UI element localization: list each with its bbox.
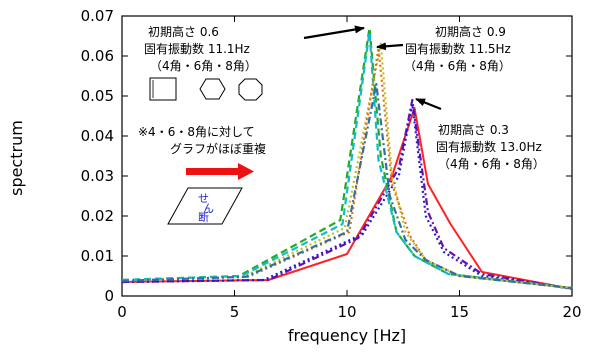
y-tick-label: 0.07 bbox=[81, 7, 114, 25]
octagon-shape-icon bbox=[238, 78, 263, 101]
y-tick-label: 0.02 bbox=[81, 207, 114, 225]
annotation-1-line-2: 固有振動数 11.1Hz bbox=[144, 41, 250, 56]
y-axis-label: spectrum bbox=[7, 120, 26, 196]
annotation-2-line-3: （4角・6角・8角） bbox=[404, 59, 511, 73]
series-line-1 bbox=[121, 107, 573, 290]
y-tick-label: 0.03 bbox=[81, 167, 114, 185]
series-line-6 bbox=[121, 42, 573, 290]
remark-line-2: グラフがほぼ重複 bbox=[170, 141, 266, 156]
y-tick-label: 0 bbox=[104, 287, 114, 305]
x-axis-label: frequency [Hz] bbox=[288, 326, 406, 345]
x-tick-label: 0 bbox=[117, 303, 127, 321]
x-tick-label: 20 bbox=[562, 303, 581, 321]
annotation-2-line-1: 初期高さ 0.9 bbox=[435, 24, 506, 39]
arrow-to-peak-1 bbox=[303, 25, 365, 40]
annotation-1-line-3: （4角・6角・8角） bbox=[150, 59, 257, 73]
arrow-to-peak-3 bbox=[415, 97, 442, 111]
y-tick-label: 0.04 bbox=[81, 127, 114, 145]
series-line-8 bbox=[121, 82, 573, 290]
x-tick-label: 10 bbox=[337, 303, 356, 321]
x-tick-label: 15 bbox=[450, 303, 469, 321]
x-tick-label: 5 bbox=[230, 303, 240, 321]
square-shape-icon bbox=[149, 77, 177, 101]
y-tick-label: 0.01 bbox=[81, 247, 114, 265]
shear-label-char-3: 断 bbox=[198, 210, 209, 224]
hexagon-shape-icon bbox=[199, 78, 226, 100]
remark-line-1: ※4・6・8角に対して bbox=[138, 125, 255, 139]
annotation-1-line-1: 初期高さ 0.6 bbox=[148, 24, 219, 39]
y-tick-label: 0.06 bbox=[81, 47, 114, 65]
shear-parallelogram-icon bbox=[167, 187, 243, 225]
annotation-2-line-2: 固有振動数 11.5Hz bbox=[405, 41, 511, 56]
arrow-to-peak-2 bbox=[376, 42, 404, 51]
series-group bbox=[121, 26, 573, 290]
series-line-2 bbox=[121, 98, 573, 290]
annotation-3-line-3: （4角・6角・8角） bbox=[438, 157, 545, 171]
annotation-3-line-2: 固有振動数 13.0Hz bbox=[436, 139, 542, 154]
shear-label-char-1: せ bbox=[198, 192, 209, 205]
series-line-3 bbox=[121, 102, 573, 290]
annotation-3-line-1: 初期高さ 0.3 bbox=[438, 122, 509, 137]
shear-label-char-2: ん bbox=[203, 202, 214, 215]
axis-ticks: 0 5 10 15 20 0 0.01 0.02 0.03 0.04 0.05 0.06 0.07 bbox=[81, 7, 582, 321]
series-line-5 bbox=[121, 30, 573, 290]
shear-direction-arrow-icon bbox=[186, 163, 254, 180]
y-tick-label: 0.05 bbox=[81, 87, 114, 105]
